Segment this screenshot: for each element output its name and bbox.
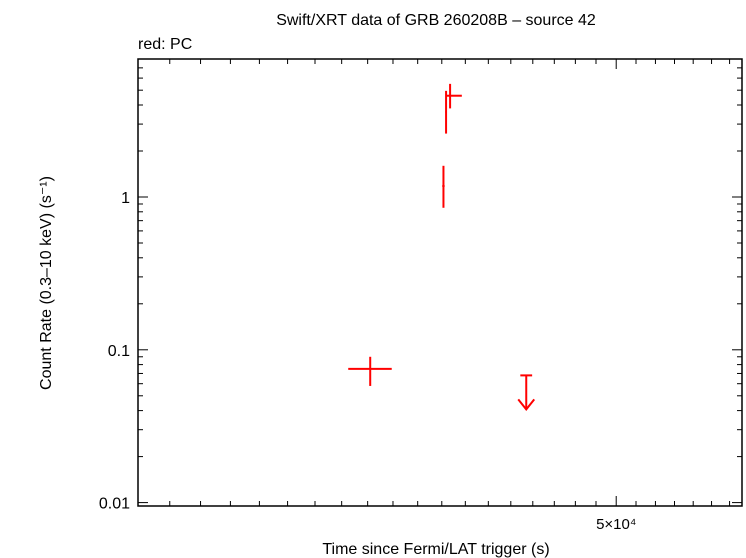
x-axis-label: Time since Fermi/LAT trigger (s) <box>322 541 549 558</box>
upper-limit <box>517 374 536 411</box>
upper-limit-arrow-head <box>517 398 536 411</box>
y-tick-label: 0.01 <box>99 496 130 513</box>
x-tick-label: 5×10⁴ <box>596 516 636 533</box>
data-point <box>442 165 445 208</box>
y-tick-label: 0.1 <box>108 343 130 360</box>
chart-title: Swift/XRT data of GRB 260208B – source 4… <box>276 12 596 29</box>
y-axis-label: Count Rate (0.3–10 keV) (s⁻¹) <box>38 176 55 390</box>
axis-tick-labels: 0.01 0.1 1 5×10⁴ <box>99 190 636 533</box>
plot-frame <box>137 58 743 507</box>
data-points <box>348 83 536 411</box>
axis-ticks <box>138 58 742 506</box>
y-tick-label: 1 <box>121 190 130 207</box>
data-point <box>446 83 462 109</box>
chart-subtitle: red: PC <box>138 36 192 53</box>
data-point <box>445 90 448 134</box>
data-point <box>348 356 392 386</box>
